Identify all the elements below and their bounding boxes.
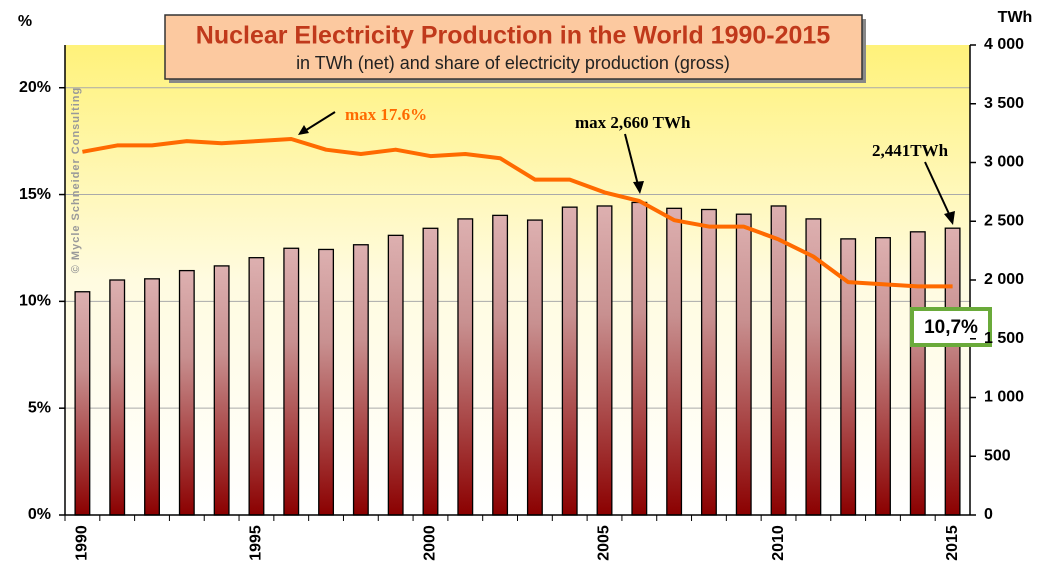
- x-tick-label: 1995: [248, 525, 265, 561]
- arrow-head: [944, 211, 955, 225]
- bar: [387, 234, 404, 516]
- bar: [352, 244, 369, 516]
- y2-tick-label: 1 000: [984, 389, 1024, 406]
- y2-tick-label: 1 500: [984, 330, 1024, 347]
- y2-tick-label: 500: [984, 447, 1011, 464]
- annotations: max 17.6% max 2,660 TWh 2,441TWh 10,7%: [298, 105, 992, 347]
- bar: [457, 218, 474, 516]
- title-box: [164, 14, 863, 80]
- bar: [631, 201, 648, 516]
- bar: [596, 205, 613, 516]
- y2-tick-label: 3 500: [984, 95, 1024, 112]
- arrow: [924, 161, 951, 217]
- bar: [909, 231, 926, 516]
- annotation: 10,7%: [924, 317, 978, 338]
- arrow: [302, 111, 336, 133]
- y-tick-label: 5%: [28, 399, 51, 416]
- y2-tick-label: 0: [984, 506, 993, 523]
- bar: [770, 205, 787, 516]
- y2-tick-label: 3 000: [984, 154, 1024, 171]
- bar: [144, 278, 160, 516]
- x-tick-label: 1990: [74, 525, 91, 561]
- bar: [283, 247, 300, 516]
- bar: [318, 248, 335, 516]
- bar: [805, 218, 822, 516]
- annotation: max 17.6%: [345, 105, 427, 124]
- y-tick-label: 20%: [19, 79, 51, 96]
- bar: [213, 265, 230, 516]
- watermark: © Mycle Schneider Consulting: [70, 87, 82, 273]
- bar: [561, 206, 578, 516]
- bar: [178, 269, 195, 516]
- y-axis-title: %: [18, 13, 32, 30]
- line: [82, 137, 953, 289]
- y2-axis-title: TWh: [998, 9, 1033, 26]
- x-tick-label: 2010: [770, 525, 787, 561]
- x-tick-label: 2000: [422, 525, 439, 561]
- bar: [74, 291, 91, 516]
- x-tick-label: 2005: [596, 525, 613, 561]
- bar: [666, 207, 683, 516]
- bar: [735, 213, 752, 516]
- bar: [422, 227, 439, 516]
- annotation: max 2,660 TWh: [575, 113, 691, 132]
- chart-subtitle: in TWh (net) and share of electricity pr…: [296, 53, 730, 73]
- annotation: 2,441TWh: [872, 141, 949, 160]
- arrow: [624, 133, 639, 186]
- y-tick-label: 15%: [19, 186, 51, 203]
- arrow-head: [633, 181, 644, 194]
- highlight-box: [910, 307, 992, 347]
- bar: [875, 237, 891, 516]
- bar: [492, 214, 509, 516]
- plot-area: [65, 45, 970, 515]
- bar: [526, 219, 543, 516]
- y-tick-label: 10%: [19, 293, 51, 310]
- chart-title: Nuclear Electricity Production in the Wo…: [196, 22, 831, 50]
- bar: [700, 208, 717, 516]
- x-tick-label: 2015: [944, 525, 961, 561]
- y2-tick-label: 2 000: [984, 271, 1024, 288]
- y2-tick-label: 2 500: [984, 212, 1024, 229]
- bar: [109, 279, 126, 516]
- ticks: 0% 5% 10% 15% 20% 0 500 1 000 1 500 2 000 2 500 3 0…: [19, 36, 1024, 561]
- bar: [944, 227, 961, 516]
- arrow-head: [298, 125, 309, 135]
- y2-tick-label: 4 000: [984, 36, 1024, 53]
- y-tick-label: 0%: [28, 506, 51, 523]
- bar: [248, 257, 265, 516]
